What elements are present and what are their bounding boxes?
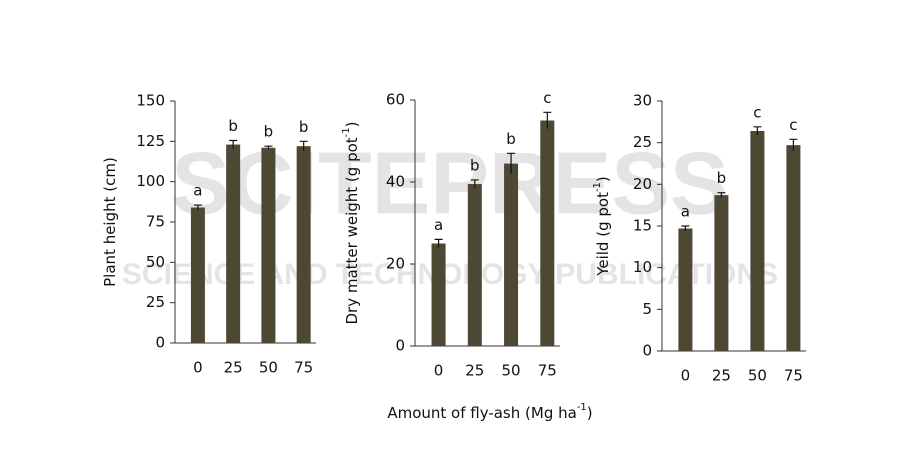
y-axis-label-text: Dry matter weight (g pot — [343, 137, 361, 324]
significance-letter: a — [434, 216, 443, 234]
x-tick-label: 0 — [434, 362, 444, 380]
error-bar — [753, 126, 762, 136]
y-tick-label: 10 — [633, 258, 652, 276]
y-axis-label: Dry matter weight (g pot-1) — [341, 122, 361, 325]
y-tick-label: 50 — [146, 253, 165, 271]
y-tick-label: 0 — [395, 337, 405, 355]
x-tick-label: 75 — [294, 359, 313, 377]
y-tick-label: 100 — [136, 172, 165, 190]
y-axis-label-sup: -1 — [341, 127, 352, 137]
error-bar — [193, 204, 202, 210]
x-axis-label-end: ) — [587, 404, 593, 422]
x-tick-label: 75 — [784, 367, 803, 385]
error-bar — [507, 152, 516, 174]
x-axis-label-sup: -1 — [577, 402, 587, 413]
significance-letter: c — [789, 116, 797, 134]
y-tick-label: 150 — [136, 92, 165, 110]
bar — [786, 145, 801, 351]
significance-letter: b — [228, 117, 238, 135]
bar — [678, 228, 693, 351]
x-tick-label: 50 — [502, 362, 521, 380]
y-tick-label: 25 — [633, 133, 652, 151]
y-axis-label: Plant height (cm) — [101, 157, 119, 287]
significance-letter: b — [717, 169, 727, 187]
x-tick-label: 25 — [224, 359, 243, 377]
x-tick-label: 50 — [259, 359, 278, 377]
significance-letter: c — [753, 103, 761, 121]
x-tick-label: 75 — [538, 362, 557, 380]
error-bar — [470, 179, 479, 189]
significance-letter: c — [543, 89, 551, 107]
error-bar — [229, 139, 238, 149]
x-tick-label: 25 — [712, 367, 731, 385]
error-bar — [264, 145, 273, 150]
error-bar — [681, 225, 690, 231]
significance-letter: b — [264, 123, 274, 141]
significance-letter: a — [193, 182, 202, 200]
y-tick-label: 40 — [386, 173, 405, 191]
bar — [714, 195, 729, 351]
bar — [431, 243, 446, 346]
y-tick-label: 25 — [146, 293, 165, 311]
y-tick-label: 20 — [386, 255, 405, 273]
bar — [467, 184, 482, 346]
x-tick-label: 0 — [193, 359, 203, 377]
bar — [226, 144, 241, 343]
significance-letter: b — [470, 156, 480, 174]
y-tick-label: 0 — [155, 334, 165, 352]
x-tick-label: 0 — [681, 367, 691, 385]
y-axis-label-sup: -1 — [592, 182, 603, 192]
significance-letter: a — [681, 203, 690, 221]
x-axis-label-text: Amount of fly-ash (Mg ha — [387, 404, 576, 422]
y-tick-label: 5 — [642, 300, 652, 318]
y-axis-label-text: Plant height (cm) — [101, 157, 119, 287]
y-axis-label-end: ) — [594, 176, 612, 182]
bar — [190, 207, 205, 343]
y-tick-label: 15 — [633, 217, 652, 235]
x-tick-label: 50 — [748, 367, 767, 385]
error-bar — [299, 140, 308, 152]
bar — [540, 120, 555, 346]
y-tick-label: 125 — [136, 132, 165, 150]
error-bar — [717, 192, 726, 198]
y-tick-label: 60 — [386, 91, 405, 109]
y-tick-label: 75 — [146, 213, 165, 231]
significance-letter: b — [506, 130, 516, 148]
y-axis-label-text: Yeild (g pot — [594, 192, 612, 277]
x-tick-label: 25 — [465, 362, 484, 380]
bar — [261, 147, 276, 343]
significance-letter: b — [299, 118, 309, 136]
y-tick-label: 30 — [633, 92, 652, 110]
bar — [750, 131, 765, 351]
error-bar — [789, 138, 798, 151]
y-axis-label-end: ) — [343, 122, 361, 128]
x-axis-label: Amount of fly-ash (Mg ha-1) — [387, 402, 592, 422]
y-tick-label: 20 — [633, 175, 652, 193]
error-bar — [543, 111, 552, 129]
y-tick-label: 0 — [642, 342, 652, 360]
bar — [296, 146, 311, 343]
error-bar — [434, 238, 443, 248]
bar — [504, 163, 519, 346]
y-axis-label: Yeild (g pot-1) — [592, 176, 612, 277]
